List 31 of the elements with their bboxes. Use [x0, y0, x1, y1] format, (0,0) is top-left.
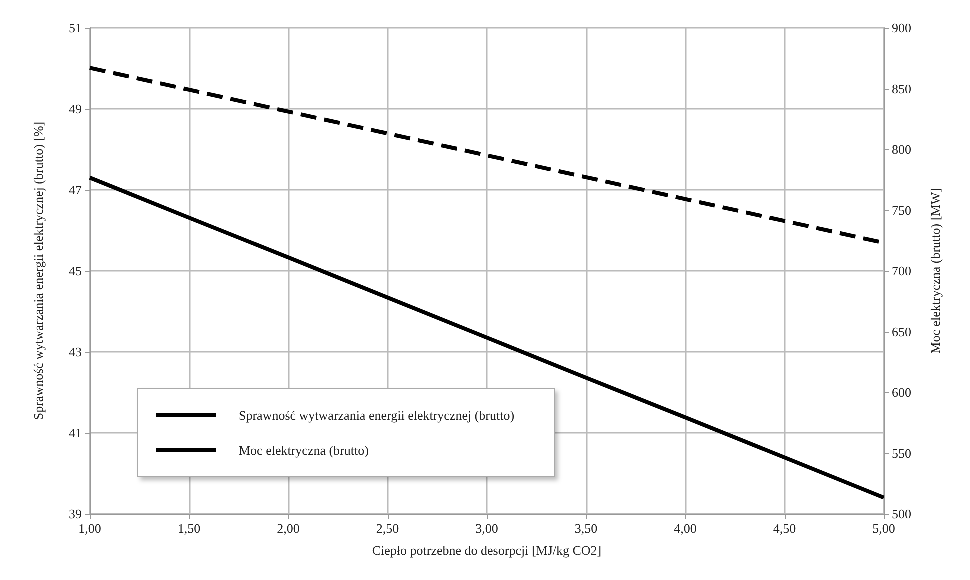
x-tick-label: 4,00	[674, 521, 697, 536]
y-tick-label: 41	[69, 426, 82, 440]
y2-tick-label: 650	[892, 324, 912, 340]
x-tick-label: 4,50	[773, 521, 796, 536]
y2-tick-label: 900	[892, 20, 912, 36]
y2-tick-label: 750	[892, 202, 912, 218]
y-tick-label: 45	[69, 264, 82, 278]
y-tick-label: 43	[69, 344, 82, 360]
x-tick-label: 5,00	[872, 521, 896, 536]
y2-axis-title: Moc elektryczna (brutto) [MW]	[928, 188, 943, 354]
x-axis-title: Ciepło potrzebne do desorpcji [MJ/kg CO2]	[372, 543, 602, 558]
y2-tick-label: 500	[892, 506, 912, 522]
y-axis-title: Sprawność wytwarzania energii elektrycznej (brutto) [%]	[31, 122, 46, 420]
y-tick-label: 39	[69, 506, 82, 522]
y2-tick-label: 800	[892, 142, 912, 157]
y-tick-label: 51	[69, 20, 82, 36]
legend-label: Moc elektryczna (brutto)	[239, 443, 369, 458]
y-tick-label: 47	[69, 182, 82, 198]
x-tick-label: 1,50	[178, 521, 201, 536]
x-tick-label: 2,50	[376, 521, 400, 536]
x-tick-label: 3,50	[574, 521, 598, 536]
legend-label: Sprawność wytwarzania energii elektrycznej (brutto)	[239, 408, 515, 423]
y2-tick-label: 700	[892, 264, 912, 278]
y2-tick-label: 850	[892, 81, 912, 96]
line-series	[88, 176, 886, 500]
x-tick-label: 2,00	[277, 521, 300, 536]
y2-tick-label: 550	[892, 446, 912, 461]
y-tick-label: 49	[69, 102, 82, 116]
y2-tick-label: 600	[892, 385, 912, 400]
x-tick-label: 1,00	[78, 521, 102, 536]
x-tick-label: 3,00	[476, 521, 498, 536]
